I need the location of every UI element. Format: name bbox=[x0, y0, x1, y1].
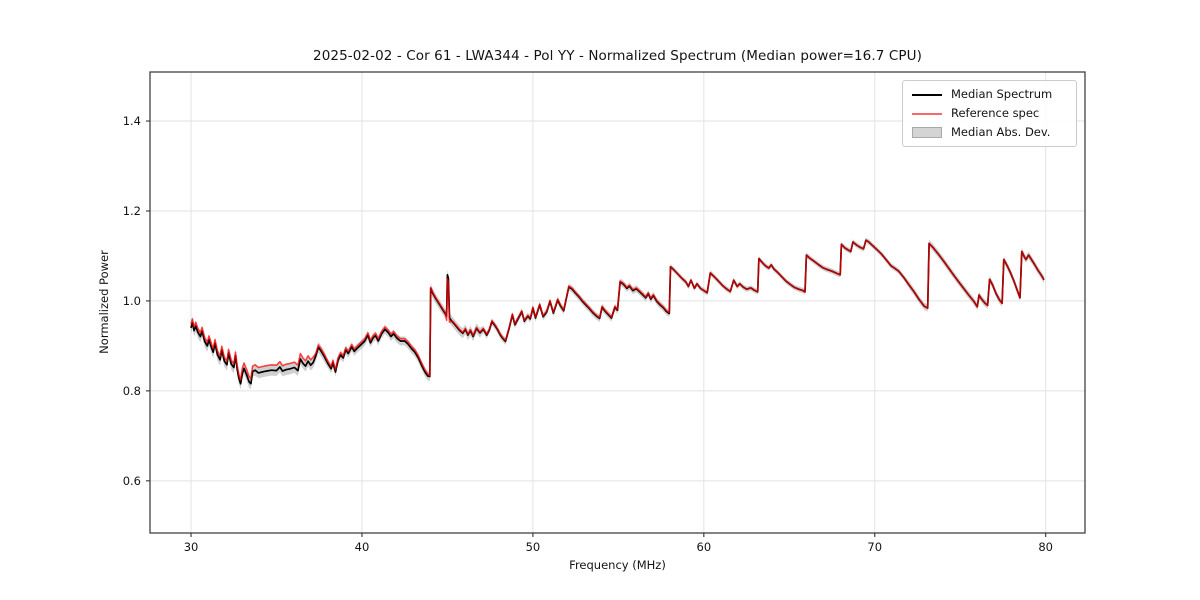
x-tick-label: 50 bbox=[526, 540, 541, 554]
legend-line-swatch bbox=[912, 93, 942, 96]
legend-entry: Median Spectrum bbox=[912, 88, 1066, 101]
x-tick-label: 60 bbox=[697, 540, 712, 554]
y-axis-label: Normalized Power bbox=[97, 250, 111, 354]
legend-entry-label: Reference spec bbox=[951, 106, 1040, 120]
chart-title: 2025-02-02 - Cor 61 - LWA344 - Pol YY - … bbox=[313, 48, 922, 64]
legend-line-swatch bbox=[912, 112, 942, 115]
x-tick-label: 70 bbox=[867, 540, 882, 554]
axes-box bbox=[149, 71, 1086, 534]
x-tick-label: 80 bbox=[1038, 540, 1053, 554]
y-tick-label: 1.0 bbox=[123, 294, 141, 308]
reference-spec-line bbox=[190, 239, 1045, 381]
median-abs-dev-band bbox=[191, 237, 1044, 390]
y-tick-label: 0.8 bbox=[123, 384, 141, 398]
legend-patch-swatch bbox=[912, 127, 942, 138]
legend-entry-label: Median Spectrum bbox=[951, 87, 1053, 101]
legend-entry: Median Abs. Dev. bbox=[912, 126, 1066, 139]
legend-entry: Reference spec bbox=[912, 107, 1066, 120]
legend-box: Median Spectrum Reference spec Median Abs.… bbox=[902, 80, 1077, 147]
x-tick-label: 30 bbox=[184, 540, 199, 554]
y-tick-label: 1.2 bbox=[123, 204, 141, 218]
y-tick-label: 0.6 bbox=[123, 474, 141, 488]
x-tick-label: 40 bbox=[355, 540, 370, 554]
legend-entry-label: Median Abs. Dev. bbox=[951, 125, 1051, 139]
y-tick-label: 1.4 bbox=[123, 114, 141, 128]
x-axis-label: Frequency (MHz) bbox=[569, 558, 666, 572]
